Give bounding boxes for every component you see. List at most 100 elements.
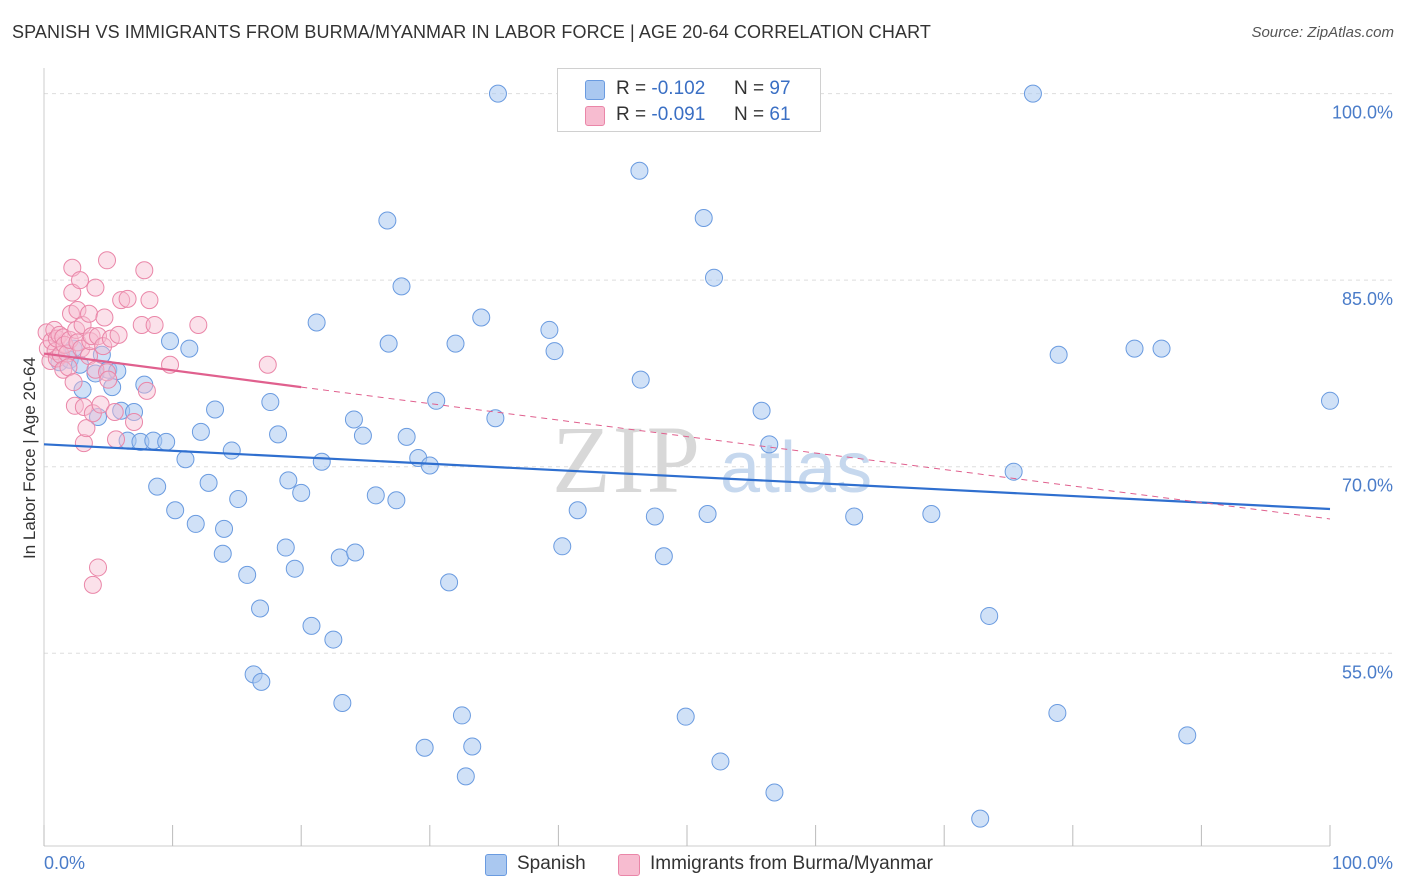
spanish-point [415,738,434,757]
spanish-point [631,370,650,389]
spanish-point [73,380,92,399]
burma-point [107,430,126,449]
spanish-point [285,559,304,578]
spanish-point [161,332,180,351]
spanish-point [307,313,326,332]
spanish-point [279,471,298,490]
spanish-point [387,491,406,510]
spanish-point [215,519,234,538]
spanish-point [261,393,280,412]
spanish-point [711,752,730,771]
spanish-point [705,268,724,287]
spanish-point [1152,339,1171,358]
burma-trend-extension [301,386,1331,520]
burma-point [105,403,124,422]
spanish-point [148,477,167,496]
legend-n-value: 97 [769,78,791,99]
spanish-point [252,672,271,691]
legend-r-label: R = [616,78,647,99]
source-label: Source: ZipAtlas.com [1251,24,1394,41]
chart-title: SPANISH VS IMMIGRANTS FROM BURMA/MYANMAR… [12,22,931,42]
burma-point [135,261,154,280]
watermark: ZIP atlas [552,406,872,513]
spanish-point [312,452,331,471]
legend-r-label: R = [616,104,647,125]
spanish-point [698,504,717,523]
y-tick-label: 70.0% [1342,476,1393,496]
burma-point [98,363,117,382]
spanish-point [276,538,295,557]
y-tick-labels: 55.0% 70.0% 85.0% 100.0% [1332,103,1393,683]
burma-point [112,291,131,310]
spanish-point [346,543,365,562]
spanish-point [694,209,713,228]
spanish-points [50,84,1339,828]
legend-r-value: -0.091 [651,104,706,125]
burma-point [132,315,151,334]
spanish-point [568,501,587,520]
spanish-point [292,483,311,502]
spanish-point [330,548,349,567]
x-tick-labels: 0.0% 100.0% [44,853,1393,873]
spanish-point [125,403,144,422]
burma-point [109,325,128,344]
burma-point [118,289,137,308]
burma-point [86,278,105,297]
spanish-point [752,401,771,420]
spanish-point [488,84,507,103]
spanish-point [440,573,459,592]
y-axis-title: In Labor Force | Age 20-64 [20,357,39,559]
legend-n-value: 61 [769,104,791,125]
spanish-point [251,599,270,618]
watermark-atlas: atlas [720,428,872,508]
spanish-point [630,161,649,180]
legend-label-burma: Immigrants from Burma/Myanmar [650,853,933,874]
stats-legend: R = -0.102 N = 97 R = -0.091 N = 61 [557,68,821,132]
spanish-point [540,320,559,339]
spanish-point [269,425,288,444]
spanish-point [676,707,695,726]
burma-point [99,370,118,389]
burma-point [91,395,110,414]
trend-lines [43,352,1331,520]
legend-row-spanish: R = -0.102 N = 97 [558,76,820,102]
spanish-point [420,456,439,475]
y-tick-label: 55.0% [1342,662,1393,682]
spanish-point [1004,462,1023,481]
spanish-point [545,342,564,361]
spanish-point [845,507,864,526]
spanish-point [553,537,572,556]
spanish-point [366,486,385,505]
spanish-point [238,565,257,584]
spanish-point [1178,726,1197,745]
y-tick-label: 85.0% [1342,289,1393,309]
spanish-point [765,783,784,802]
spanish-point [456,767,475,786]
legend-swatch-spanish [485,854,507,876]
spanish-point [186,514,205,533]
legend-n-label: N = [734,104,765,125]
spanish-point [333,693,352,712]
spanish-point [222,441,241,460]
spanish-point [760,435,779,454]
spanish-point [472,308,491,327]
spanish-point [213,544,232,563]
spanish-point [378,211,397,230]
spanish-point [1023,84,1042,103]
spanish-point [1125,339,1144,358]
burma-point [64,373,83,392]
spanish-point [452,706,471,725]
legend-n-label: N = [734,78,765,99]
burma-point [145,315,164,334]
legend-swatch-burma [585,106,605,126]
burma-trend-line [43,352,302,389]
spanish-point [645,507,664,526]
burma-point [82,327,101,346]
legend-row-burma: R = -0.091 N = 61 [558,102,820,128]
burma-points [37,251,277,594]
legend-swatch-burma [618,854,640,876]
watermark-zip: ZIP [552,406,702,513]
spanish-point [427,391,446,410]
x-tick-label: 100.0% [1332,853,1393,873]
